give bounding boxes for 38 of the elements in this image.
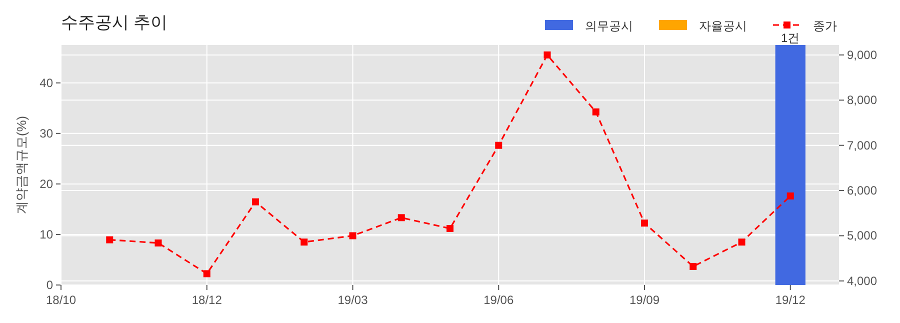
x-tick-label: 19/12: [775, 293, 806, 307]
x-tick-label: 19/06: [484, 293, 514, 307]
x-tick-label: 19/09: [629, 293, 660, 307]
legend-label: 종가: [813, 19, 837, 33]
y-tick-label: 30: [40, 126, 54, 140]
x-tick-label: 18/12: [192, 293, 222, 307]
point: [349, 232, 356, 240]
annotation: 1건: [781, 31, 800, 45]
x-tick-label: 18/10: [46, 293, 76, 307]
y-tick-label: 20: [40, 176, 54, 191]
chart-title: 수주공시 추이: [61, 13, 168, 32]
point: [300, 238, 308, 246]
y2-tick-label: 8,000: [847, 93, 878, 108]
y-tick-label: 40: [40, 76, 54, 90]
point: [252, 198, 259, 206]
y-axis-title: 계약금액규모(%): [14, 116, 29, 214]
y2-tick-label: 5,000: [847, 228, 878, 243]
point: [154, 239, 162, 246]
legend-label: 의무공시: [585, 19, 633, 33]
point: [203, 270, 210, 278]
point: [544, 51, 551, 58]
point: [786, 192, 794, 200]
legend-label: 자율공시: [699, 19, 747, 33]
point: [738, 238, 746, 246]
y-tick-label: 10: [40, 227, 54, 242]
point: [398, 214, 405, 222]
point: [446, 225, 454, 232]
point: [690, 262, 697, 270]
y2-tick-label: 6,000: [847, 184, 878, 198]
x-tick-label: 19/03: [338, 293, 368, 307]
point: [495, 142, 502, 149]
y2-tick-label: 7,000: [847, 138, 878, 152]
y2-tick-label: 9,000: [847, 48, 878, 62]
y2-tick-label: 4,000: [847, 274, 878, 288]
point: [106, 236, 114, 244]
point: [641, 220, 648, 227]
y-tick-label: 0: [46, 278, 54, 292]
point: [592, 108, 600, 116]
